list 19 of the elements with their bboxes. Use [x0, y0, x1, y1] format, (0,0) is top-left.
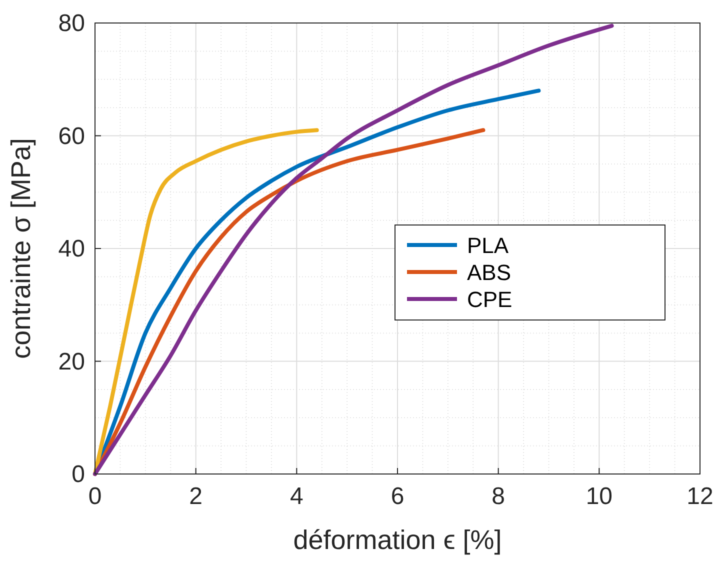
y-tick-label: 40: [58, 236, 85, 262]
y-axis-title: contrainte σ [MPa]: [6, 138, 36, 359]
legend-label: ABS: [467, 260, 512, 285]
x-tick-label: 4: [290, 483, 304, 510]
x-tick-label: 6: [390, 483, 404, 510]
x-tick-label: 8: [492, 483, 506, 510]
x-tick-label: 10: [586, 483, 613, 510]
y-tick-label: 20: [58, 348, 85, 376]
y-tick-label: 60: [58, 122, 85, 150]
legend-label: CPE: [467, 287, 512, 312]
x-tick-label: 2: [189, 483, 203, 510]
x-tick-label: 0: [88, 483, 102, 510]
x-axis-title: déformation ϵ [%]: [293, 525, 502, 555]
y-tick-label: 0: [72, 461, 85, 488]
line-series: [93, 128, 319, 476]
y-tick-label: 80: [58, 10, 85, 37]
legend-label: PLA: [467, 233, 509, 258]
line-series: [93, 24, 614, 476]
x-tick-label: 12: [686, 483, 714, 510]
